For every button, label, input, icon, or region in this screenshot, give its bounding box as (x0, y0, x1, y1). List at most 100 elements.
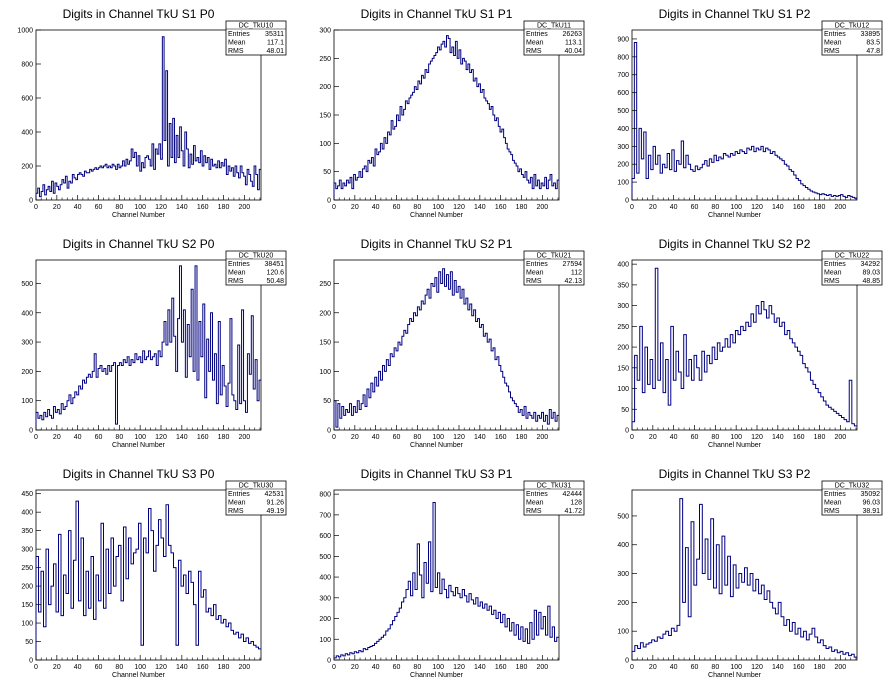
stats-box (821, 480, 883, 516)
chart-title: Digits in Channel TkU S1 P2 (659, 7, 811, 21)
y-tick-label: 0 (29, 198, 33, 205)
y-tick-label: 250 (21, 565, 33, 572)
y-tick-label: 150 (319, 340, 331, 347)
y-tick-label: 300 (319, 595, 331, 602)
x-tick-label: 20 (53, 434, 61, 441)
y-tick-label: 100 (319, 369, 331, 376)
plot-frame (333, 259, 560, 431)
histogram-panel: Digits in Channel TkU S1 P0 0 20 40 60 80 100 1… (0, 0, 298, 230)
stats-rms-value: 41.72 (564, 508, 582, 515)
stats-entries-value: 38451 (265, 261, 285, 268)
stats-mean-value: 91.26 (266, 500, 284, 507)
x-tick-label: 0 (332, 664, 336, 671)
x-tick-label: 180 (218, 434, 230, 441)
x-tick-label: 120 (751, 664, 763, 671)
y-tick-label: 200 (319, 616, 331, 623)
x-tick-label: 200 (536, 664, 548, 671)
x-tick-label: 40 (670, 204, 678, 211)
x-tick-label: 20 (53, 204, 61, 211)
x-tick-label: 60 (393, 664, 401, 671)
stats-rms-value: 48.01 (266, 48, 284, 55)
plot-frame (631, 489, 858, 661)
stats-entries-label: Entries (526, 31, 548, 38)
plot-frame (333, 489, 560, 661)
x-tick-label: 40 (670, 664, 678, 671)
x-tick-label: 80 (413, 664, 421, 671)
histogram-panel: Digits in Channel TkU S2 P2 0 20 40 60 80 100 1… (596, 230, 894, 460)
x-tick-label: 200 (238, 664, 250, 671)
y-tick-label: 300 (617, 144, 629, 151)
histogram-svg: Digits in Channel TkU S1 P1 0 20 40 60 80 100 1… (319, 7, 585, 219)
y-tick-label: 400 (21, 130, 33, 137)
x-tick-label: 60 (95, 664, 103, 671)
x-tick-label: 160 (495, 434, 507, 441)
stats-box (523, 480, 585, 516)
x-tick-label: 200 (238, 204, 250, 211)
x-tick-label: 20 (649, 434, 657, 441)
x-tick-label: 0 (630, 204, 634, 211)
stats-mean-value: 113.1 (565, 40, 582, 47)
x-tick-label: 140 (772, 664, 784, 671)
plot-frame (631, 259, 858, 431)
x-tick-label: 200 (536, 204, 548, 211)
x-tick-label: 140 (176, 204, 188, 211)
y-tick-label: 200 (617, 345, 629, 352)
y-tick-label: 0 (625, 428, 629, 435)
stats-rms-value: 38.91 (862, 508, 880, 515)
y-tick-label: 200 (617, 162, 629, 169)
x-tick-label: 100 (730, 204, 742, 211)
x-tick-label: 20 (351, 434, 359, 441)
stats-mean-label: Mean (228, 40, 246, 47)
x-tick-label: 80 (711, 434, 719, 441)
y-tick-label: 0 (327, 428, 331, 435)
stats-mean-value: 83.5 (866, 40, 880, 47)
x-tick-label: 40 (372, 664, 380, 671)
x-axis-label: Channel Number (112, 212, 166, 219)
x-tick-label: 60 (393, 204, 401, 211)
y-tick-label: 350 (21, 528, 33, 535)
stats-rms-value: 50.48 (266, 278, 284, 285)
stats-entries-label: Entries (824, 31, 846, 38)
x-tick-label: 0 (332, 204, 336, 211)
y-tick-label: 500 (21, 281, 33, 288)
plot-frame (631, 29, 858, 201)
x-tick-label: 180 (814, 204, 826, 211)
y-tick-label: 500 (617, 513, 629, 520)
x-tick-label: 160 (197, 204, 209, 211)
histogram-line (631, 267, 857, 430)
histogram-panel: Digits in Channel TkU S1 P2 0 20 40 60 80 100 1… (596, 0, 894, 230)
y-tick-label: 250 (617, 324, 629, 331)
y-tick-label: 300 (21, 547, 33, 554)
y-tick-label: 0 (29, 658, 33, 665)
chart-title: Digits in Channel TkU S1 P0 (63, 7, 215, 21)
y-tick-label: 900 (617, 36, 629, 43)
x-tick-label: 160 (495, 664, 507, 671)
y-tick-label: 200 (21, 369, 33, 376)
stats-entries-value: 26263 (563, 31, 583, 38)
y-tick-label: 1000 (17, 28, 33, 35)
x-tick-label: 100 (432, 204, 444, 211)
x-tick-label: 180 (814, 664, 826, 671)
x-tick-label: 40 (74, 664, 82, 671)
x-tick-label: 60 (691, 664, 699, 671)
y-tick-label: 400 (617, 126, 629, 133)
histogram-svg: Digits in Channel TkU S3 P1 0 20 40 60 80 100 1… (319, 467, 585, 679)
x-tick-label: 160 (793, 204, 805, 211)
stats-mean-label: Mean (526, 40, 544, 47)
stats-mean-value: 128 (570, 500, 582, 507)
x-tick-label: 200 (834, 664, 846, 671)
x-tick-label: 200 (834, 434, 846, 441)
y-tick-label: 200 (319, 84, 331, 91)
stats-rms-label: RMS (824, 278, 840, 285)
y-tick-label: 600 (21, 96, 33, 103)
stats-box (225, 250, 287, 286)
stats-rms-value: 49.19 (266, 508, 284, 515)
y-tick-label: 100 (617, 629, 629, 636)
x-tick-label: 20 (649, 664, 657, 671)
y-tick-label: 300 (617, 571, 629, 578)
y-tick-label: 450 (21, 491, 33, 498)
x-tick-label: 180 (516, 664, 528, 671)
histogram-svg: Digits in Channel TkU S2 P1 0 20 40 60 80 100 1… (319, 237, 585, 449)
x-axis-label: Channel Number (112, 672, 166, 679)
x-tick-label: 140 (474, 664, 486, 671)
